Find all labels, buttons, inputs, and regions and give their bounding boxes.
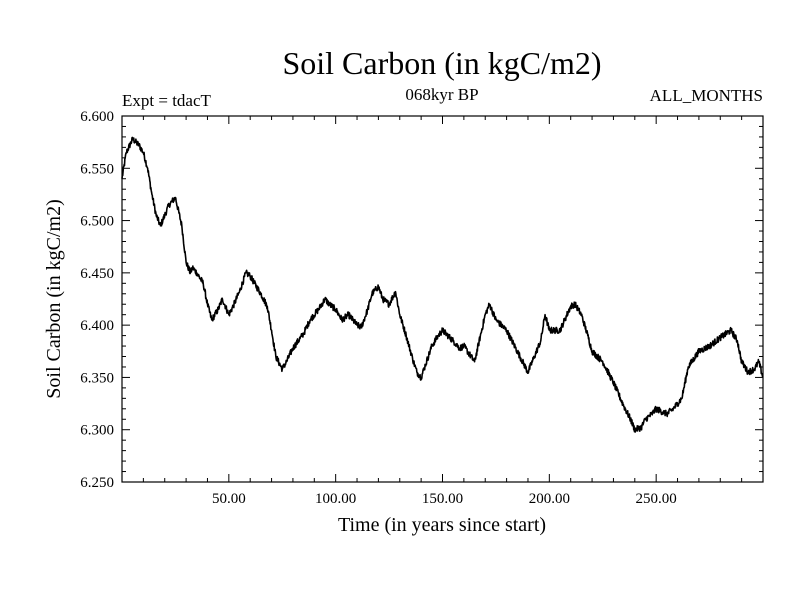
y-tick-label: 6.500 (80, 214, 114, 230)
months-label: ALL_MONTHS (650, 86, 763, 105)
y-tick-label: 6.550 (80, 161, 114, 177)
y-tick-labels: 6.250 6.300 6.350 6.400 6.450 6.500 6.550 6.600 (80, 109, 114, 491)
soil-carbon-series-line (121, 136, 764, 433)
y-tick-label: 6.450 (80, 266, 114, 282)
x-axis-label: Time (in years since start) (338, 514, 546, 536)
x-tick-label: 50.00 (212, 491, 246, 507)
y-tick-label: 6.250 (80, 475, 114, 491)
plot-frame (121, 115, 764, 483)
x-tick-label: 150.00 (422, 491, 463, 507)
x-tick-label: 200.00 (529, 491, 570, 507)
y-tick-label: 6.300 (80, 423, 114, 439)
y-tick-label: 6.350 (80, 370, 114, 386)
chart-title: Soil Carbon (in kgC/m2) (282, 45, 601, 81)
experiment-label: Expt = tdacT (122, 91, 212, 110)
x-tick-label: 100.00 (315, 491, 356, 507)
y-axis-label: Soil Carbon (in kgC/m2) (43, 199, 65, 398)
x-tick-labels: 50.00 100.00 150.00 200.00 250.00 (212, 491, 677, 507)
y-tick-label: 6.400 (80, 318, 114, 334)
y-tick-label: 6.600 (80, 109, 114, 125)
period-label: 068kyr BP (405, 85, 478, 104)
x-tick-label: 250.00 (636, 491, 677, 507)
